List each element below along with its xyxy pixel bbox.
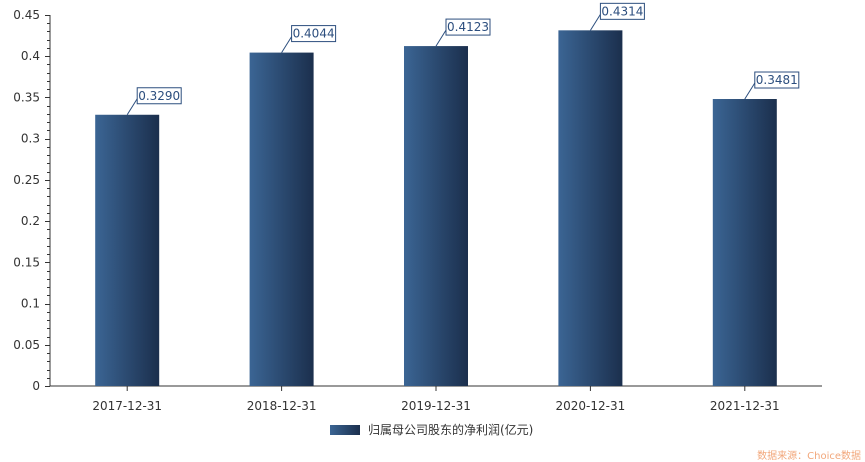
y-tick-label: 0.45	[13, 8, 40, 22]
data-label-leader	[744, 82, 756, 100]
x-tick-label: 2018-12-31	[247, 399, 317, 413]
y-tick-label: 0.2	[21, 214, 40, 228]
y-tick-label: 0.4	[21, 49, 40, 63]
data-label: 0.3290	[138, 89, 180, 103]
x-tick-label: 2017-12-31	[92, 399, 162, 413]
data-label-box	[445, 18, 491, 36]
y-tick-label: 0.3	[21, 132, 40, 146]
y-tick-label: 0.05	[13, 338, 40, 352]
source-note: 数据来源：Choice数据	[757, 449, 861, 462]
bar[interactable]	[404, 46, 468, 387]
x-tick-label: 2020-12-31	[556, 399, 626, 413]
y-tick-label: 0.35	[13, 90, 40, 104]
bar[interactable]	[558, 30, 623, 387]
data-label: 0.4044	[293, 27, 335, 41]
data-label: 0.4123	[447, 20, 489, 34]
y-tick-label: 0.15	[13, 255, 40, 269]
data-label-leader	[589, 14, 601, 31]
data-label-leader	[126, 98, 138, 116]
data-label: 0.3481	[756, 73, 798, 87]
bar[interactable]	[249, 52, 314, 386]
data-label: 0.4314	[601, 4, 643, 18]
x-tick-label: 2019-12-31	[401, 399, 471, 413]
axes: 0 0.05 0.1 0.15 0.2 0.25 0.3 0.35 0.4 0.45 2017-12…	[13, 8, 822, 413]
data-label-box	[599, 2, 645, 20]
legend[interactable]: 归属母公司股东的净利润(亿元)	[330, 422, 533, 437]
data-label-box	[136, 87, 182, 105]
legend-label[interactable]: 归属母公司股东的净利润(亿元)	[368, 422, 533, 437]
bar[interactable]	[95, 114, 160, 386]
data-label-leader	[435, 29, 447, 47]
data-label-leader	[281, 36, 293, 53]
x-tick-label: 2021-12-31	[710, 399, 780, 413]
y-tick-label: 0	[32, 379, 40, 393]
bar[interactable]	[712, 99, 777, 386]
data-labels: 0.3290 0.4044 0.4123 0.4314 0.3481	[126, 2, 800, 116]
data-label-box	[754, 71, 800, 89]
bars	[95, 30, 777, 387]
legend-swatch[interactable]	[330, 425, 360, 435]
y-tick-label: 0.25	[13, 173, 40, 187]
y-tick-label: 0.1	[21, 297, 40, 311]
data-label-box	[291, 25, 337, 43]
